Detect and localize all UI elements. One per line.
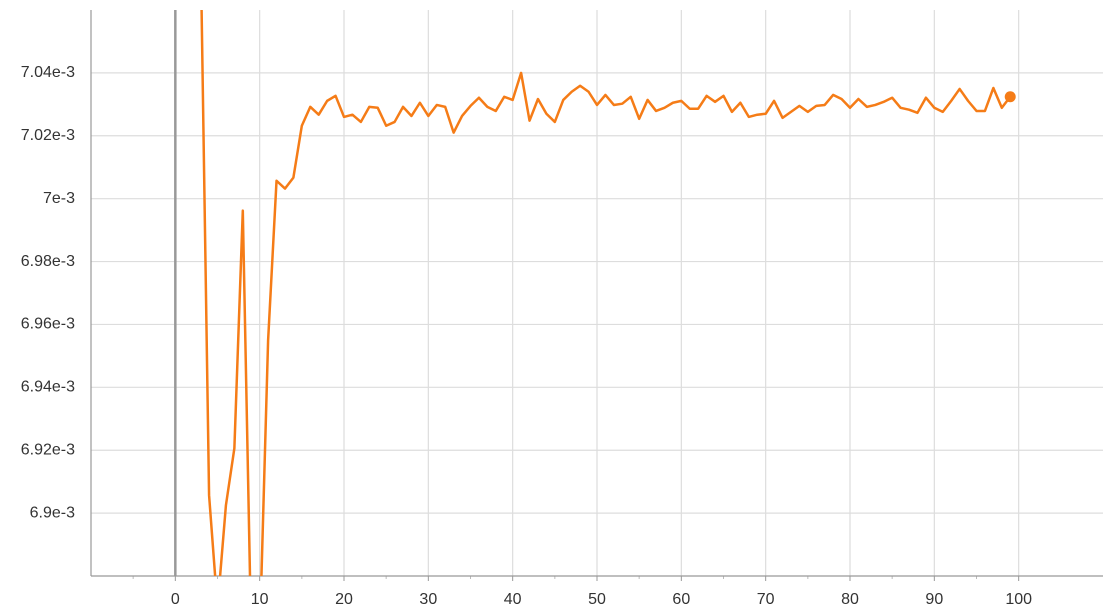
last-point [1004, 91, 1016, 103]
x-tick-label: 80 [841, 591, 859, 608]
x-tick-label: 30 [419, 591, 437, 608]
x-tick-label: 70 [757, 591, 775, 608]
y-tick-label: 6.92e-3 [21, 441, 75, 458]
y-tick-label: 6.9e-3 [30, 504, 75, 521]
series-line [200, 10, 1012, 576]
y-tick-label: 7.04e-3 [21, 64, 75, 81]
x-tick-label: 0 [171, 591, 180, 608]
x-tick-label: 10 [251, 591, 269, 608]
x-tick-label: 100 [1005, 591, 1032, 608]
y-tick-label: 7.02e-3 [21, 127, 75, 144]
plot-area [200, 10, 1016, 576]
x-tick-label: 40 [504, 591, 522, 608]
y-tick-label: 6.96e-3 [21, 316, 75, 333]
x-tick-label: 20 [335, 591, 353, 608]
y-tick-label: 6.94e-3 [21, 379, 75, 396]
y-tick-label: 7e-3 [43, 190, 75, 207]
x-tick-label: 90 [925, 591, 943, 608]
x-tick-label: 50 [588, 591, 606, 608]
y-tick-label: 6.98e-3 [21, 253, 75, 270]
x-tick-label: 60 [672, 591, 690, 608]
